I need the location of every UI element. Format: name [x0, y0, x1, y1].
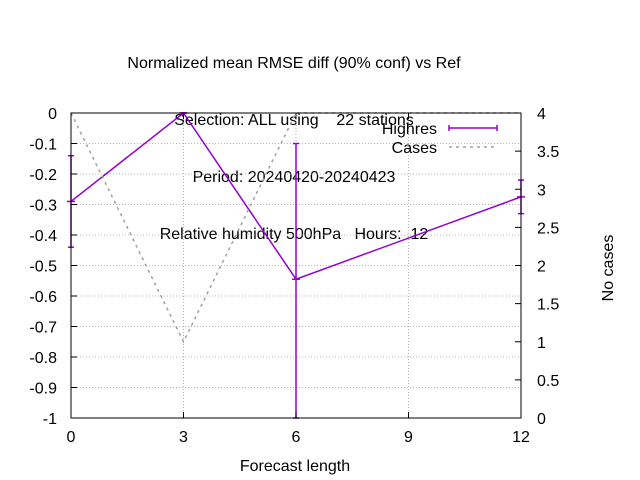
- y-tick-label: -0.1: [29, 137, 57, 154]
- y-tick-label: -0.6: [29, 289, 57, 306]
- y-tick-label: -0.5: [29, 259, 57, 276]
- y-tick-label: -0.3: [29, 198, 57, 215]
- y-tick-label: -0.9: [29, 381, 57, 398]
- y-tick-label: -1: [43, 411, 57, 428]
- title-line-2: Selection: ALL using 22 stations: [174, 112, 414, 129]
- legend-label: Highres: [382, 121, 437, 138]
- y-tick-label: -0.8: [29, 350, 57, 367]
- y-tick-label: -0.4: [29, 228, 57, 245]
- chart-title: Normalized mean RMSE diff (90% conf) vs …: [0, 16, 588, 263]
- y2-tick-label: 0.5: [537, 373, 559, 390]
- legend-label: Cases: [392, 140, 437, 157]
- y2-tick-label: 3: [537, 182, 546, 199]
- series-line-highres: [70, 111, 522, 281]
- y-tick-label: -0.7: [29, 320, 57, 337]
- title-line-1: Normalized mean RMSE diff (90% conf) vs …: [127, 55, 461, 72]
- x-tick-label: 6: [292, 429, 301, 446]
- axes: 0 3 6 9 120-0.1-0.2-0.3-0.4-0.5-0.6-0.7-0.8-…: [29, 106, 559, 446]
- y2-tick-label: 4: [537, 106, 546, 123]
- x-axis-label: Forecast length: [240, 458, 350, 475]
- y2-tick-label: 3.5: [537, 144, 559, 161]
- y2-axis-label: No cases: [600, 235, 617, 302]
- y2-tick-label: 1: [537, 335, 546, 352]
- y2-tick-label: 0: [537, 411, 546, 428]
- x-tick-label: 0: [67, 429, 76, 446]
- x-tick-label: 9: [404, 429, 413, 446]
- y2-tick-label: 2.5: [537, 220, 559, 237]
- y2-tick-label: 1.5: [537, 297, 559, 314]
- series-line-cases: [70, 112, 521, 344]
- title-line-4: Relative humidity 500hPa Hours: 12: [159, 226, 429, 243]
- legend: Highres Cases: [382, 121, 498, 157]
- y2-tick-label: 2: [537, 259, 546, 276]
- x-tick-label: 12: [512, 429, 530, 446]
- y-tick-label: -0.2: [29, 167, 57, 184]
- series-layer: [67, 111, 525, 419]
- x-tick-label: 3: [179, 429, 188, 446]
- y-tick-label: 0: [48, 106, 57, 123]
